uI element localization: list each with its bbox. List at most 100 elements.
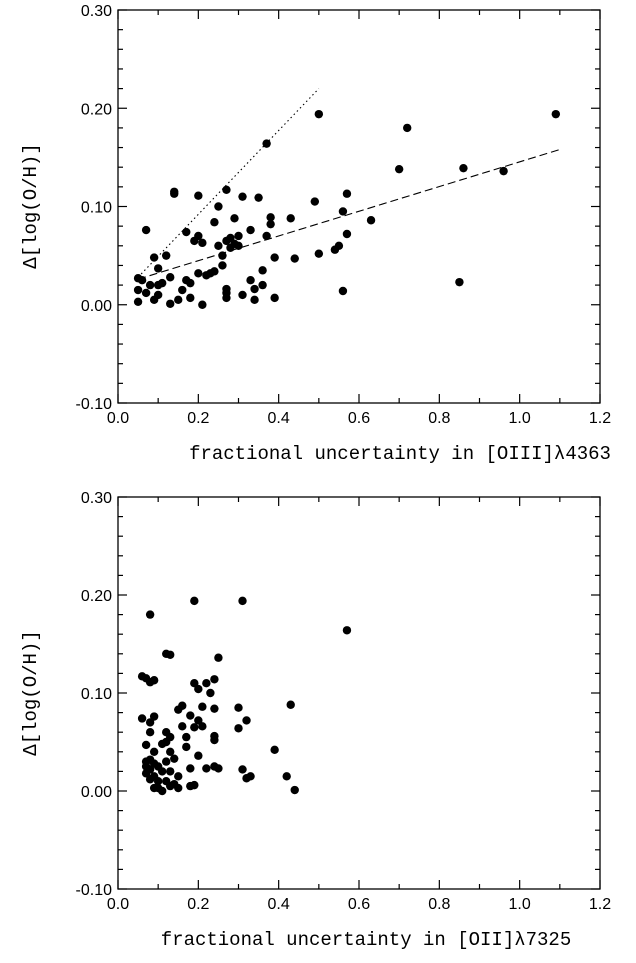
bottom-scatter-panel: 0.0 0.2 0.4 0.6 0.8 1.0 1.2 -0.100.000.100.200… bbox=[20, 490, 611, 951]
top-data-point bbox=[153, 290, 163, 300]
bottom-y-axis-label: Δ[log(O/H)] bbox=[20, 630, 42, 755]
top-data-point bbox=[141, 225, 151, 235]
top-data-point bbox=[250, 295, 259, 305]
bottom-x-tick-label: 0.8 bbox=[428, 896, 450, 913]
bottom-data-point bbox=[145, 718, 155, 727]
bottom-data-point bbox=[170, 754, 179, 763]
top-data-points bbox=[133, 109, 561, 309]
bottom-x-tick-label: 0.2 bbox=[187, 896, 209, 913]
top-data-point bbox=[334, 241, 344, 250]
top-data-point bbox=[338, 286, 348, 296]
top-scatter-panel: 0.0 0.2 0.4 0.6 0.8 1.0 1.2 -0.100.000.100.200… bbox=[20, 3, 611, 465]
bottom-data-point bbox=[246, 772, 255, 781]
top-x-tick-label: 0.6 bbox=[348, 410, 370, 427]
top-data-point bbox=[499, 166, 508, 176]
top-data-point bbox=[210, 218, 219, 227]
top-data-point bbox=[258, 266, 267, 275]
bottom-data-point bbox=[190, 596, 199, 606]
top-fit-lines bbox=[137, 88, 560, 280]
top-data-point bbox=[194, 269, 203, 278]
top-data-point bbox=[194, 231, 203, 241]
top-data-point bbox=[310, 197, 320, 206]
top-data-point bbox=[194, 191, 203, 200]
bottom-data-point bbox=[182, 732, 191, 742]
top-data-point bbox=[290, 254, 299, 263]
bottom-data-point bbox=[141, 740, 151, 750]
bottom-data-point bbox=[178, 701, 187, 710]
bottom-data-point bbox=[182, 742, 191, 752]
top-data-point bbox=[270, 293, 279, 303]
top-data-point bbox=[178, 285, 187, 295]
bottom-data-point bbox=[270, 745, 279, 755]
top-data-point bbox=[137, 275, 147, 285]
top-data-point bbox=[186, 293, 195, 303]
top-data-point bbox=[149, 253, 159, 262]
bottom-plot-frame bbox=[117, 496, 601, 890]
bottom-data-point bbox=[210, 704, 219, 713]
bottom-y-ticks: -0.10 0.00 0.10 0.20 0.30 bbox=[76, 490, 600, 899]
bottom-data-point bbox=[214, 653, 223, 662]
top-data-point bbox=[166, 273, 175, 282]
bottom-data-point bbox=[145, 765, 155, 774]
top-data-point bbox=[262, 231, 271, 241]
top-data-point bbox=[186, 278, 195, 288]
top-data-point bbox=[198, 238, 207, 248]
top-x-tick-label: 0.0 bbox=[107, 410, 129, 427]
bottom-data-point bbox=[190, 780, 199, 790]
top-data-point bbox=[403, 123, 412, 133]
bottom-data-point bbox=[157, 786, 167, 796]
top-data-point bbox=[286, 214, 295, 223]
bottom-x-tick-label: 0.4 bbox=[268, 896, 290, 913]
top-data-point bbox=[266, 213, 275, 222]
top-plot-frame bbox=[117, 9, 601, 404]
top-data-point bbox=[250, 284, 259, 294]
top-data-point bbox=[170, 189, 179, 198]
bottom-data-point bbox=[290, 785, 299, 795]
top-data-point bbox=[230, 214, 239, 223]
top-data-point bbox=[266, 219, 275, 229]
top-data-point bbox=[214, 202, 223, 211]
bottom-data-point bbox=[202, 679, 211, 688]
bottom-data-point bbox=[190, 679, 199, 688]
top-data-point bbox=[166, 299, 175, 308]
top-data-point bbox=[270, 253, 279, 262]
top-data-point bbox=[238, 290, 247, 300]
top-y-tick-label: 0.20 bbox=[81, 101, 112, 118]
bottom-data-point bbox=[149, 747, 159, 756]
top-data-point bbox=[366, 216, 376, 225]
bottom-data-point bbox=[342, 626, 352, 635]
top-x-tick-label: 0.8 bbox=[428, 410, 450, 427]
top-data-point bbox=[551, 109, 561, 119]
top-y-tick-label: 0.10 bbox=[81, 200, 112, 217]
top-x-axis-label: fractional uncertainty in [OIII]λ4363 bbox=[189, 443, 611, 465]
top-data-point bbox=[162, 251, 171, 260]
top-dotted-fit-line bbox=[137, 88, 320, 278]
top-data-point bbox=[314, 109, 324, 119]
bottom-data-point bbox=[202, 764, 211, 773]
top-data-point bbox=[153, 264, 163, 273]
top-data-point bbox=[222, 185, 231, 194]
top-data-point bbox=[459, 163, 468, 173]
bottom-y-tick-label: 0.20 bbox=[81, 588, 112, 605]
bottom-data-point bbox=[166, 732, 175, 742]
bottom-data-point bbox=[234, 724, 243, 733]
bottom-data-point bbox=[186, 711, 195, 720]
top-x-tick-label: 1.0 bbox=[509, 410, 531, 427]
bottom-data-point bbox=[206, 688, 215, 698]
bottom-data-point bbox=[282, 772, 291, 781]
top-data-point bbox=[174, 295, 183, 305]
bottom-data-point bbox=[238, 765, 247, 774]
bottom-x-tick-label: 0.6 bbox=[348, 896, 370, 913]
bottom-data-point bbox=[210, 735, 219, 745]
top-y-ticks: -0.10 0.00 0.10 0.20 0.30 bbox=[76, 3, 600, 413]
bottom-data-point bbox=[238, 596, 247, 606]
top-data-point bbox=[246, 225, 255, 235]
bottom-x-tick-label: 0.0 bbox=[107, 896, 129, 913]
bottom-data-point bbox=[145, 728, 155, 737]
bottom-data-point bbox=[198, 702, 207, 711]
top-data-point bbox=[218, 261, 227, 270]
top-data-point bbox=[210, 267, 219, 276]
top-data-point bbox=[342, 229, 352, 239]
bottom-data-point bbox=[137, 714, 147, 723]
